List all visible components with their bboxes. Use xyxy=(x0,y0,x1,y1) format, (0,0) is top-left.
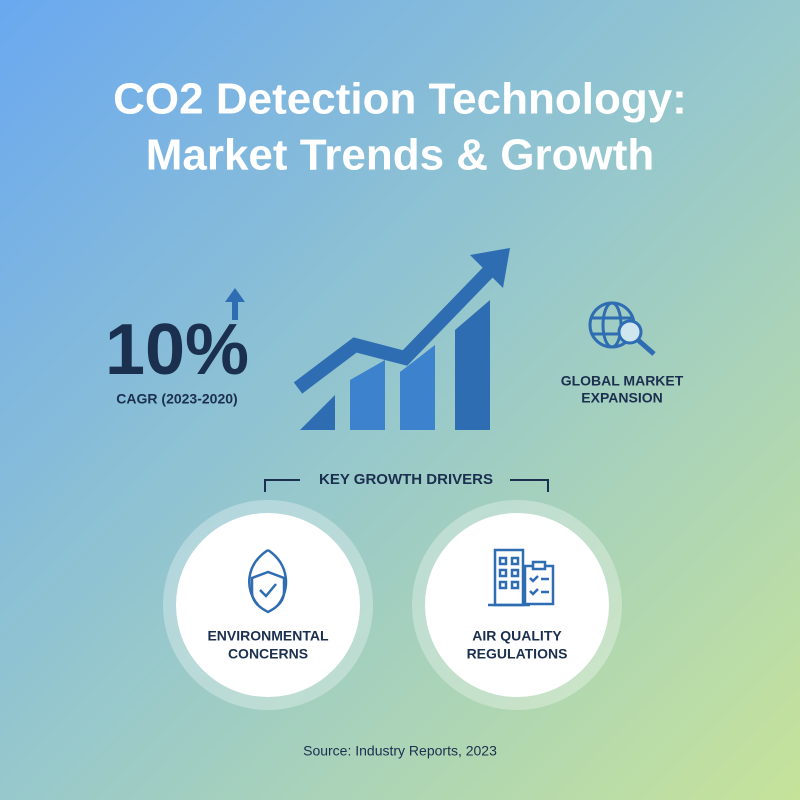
market-label: GLOBAL MARKET EXPANSION xyxy=(561,373,684,406)
up-arrow-icon xyxy=(225,288,245,320)
driver-label-line: REGULATIONS xyxy=(467,646,568,662)
stat-value: 10% xyxy=(105,310,249,390)
drivers-heading: KEY GROWTH DRIVERS xyxy=(319,471,493,488)
title-line: Market Trends & Growth xyxy=(146,131,655,180)
building-clipboard-icon xyxy=(488,548,555,607)
driver-label-line: ENVIRONMENTAL xyxy=(207,628,329,644)
driver-label-line: AIR QUALITY xyxy=(472,628,562,644)
growth-chart-icon xyxy=(293,248,510,430)
globe-icon xyxy=(588,301,656,356)
title: CO2 Detection Technology: Market Trends … xyxy=(113,75,687,180)
driver-label-line: CONCERNS xyxy=(228,646,308,662)
title-line: CO2 Detection Technology: xyxy=(113,75,687,124)
leaf-shield-icon xyxy=(248,548,288,614)
market-label-line: GLOBAL MARKET xyxy=(561,373,684,389)
market-label-line: EXPANSION xyxy=(581,390,662,406)
heading-bracket xyxy=(264,479,549,492)
driver-labels: ENVIRONMENTAL CONCERNS AIR QUALITY REGUL… xyxy=(207,628,567,662)
stat-label: CAGR (2023-2020) xyxy=(116,391,237,407)
source-note: Source: Industry Reports, 2023 xyxy=(303,743,497,759)
